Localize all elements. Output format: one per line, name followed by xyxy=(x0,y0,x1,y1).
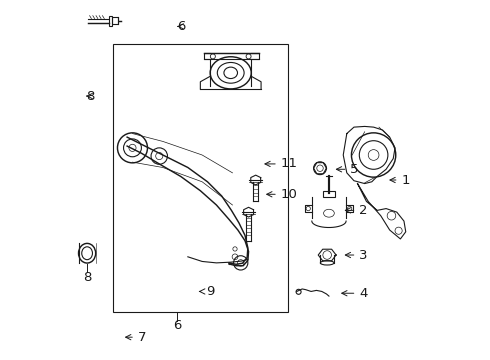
Text: 2: 2 xyxy=(345,204,368,217)
Text: 8: 8 xyxy=(83,271,91,284)
Text: 9: 9 xyxy=(199,285,214,298)
Bar xyxy=(112,17,118,24)
Text: 3: 3 xyxy=(345,248,368,261)
Text: 11: 11 xyxy=(265,157,298,170)
Text: 8: 8 xyxy=(86,90,95,103)
Text: 4: 4 xyxy=(342,287,368,300)
Text: 10: 10 xyxy=(267,188,297,201)
Text: 6: 6 xyxy=(177,20,186,33)
Text: 6: 6 xyxy=(173,319,181,332)
Text: 7: 7 xyxy=(125,331,147,344)
Text: 1: 1 xyxy=(390,174,410,186)
Bar xyxy=(322,192,335,197)
Bar xyxy=(109,16,112,26)
Bar xyxy=(113,44,288,312)
Text: 5: 5 xyxy=(337,163,359,176)
